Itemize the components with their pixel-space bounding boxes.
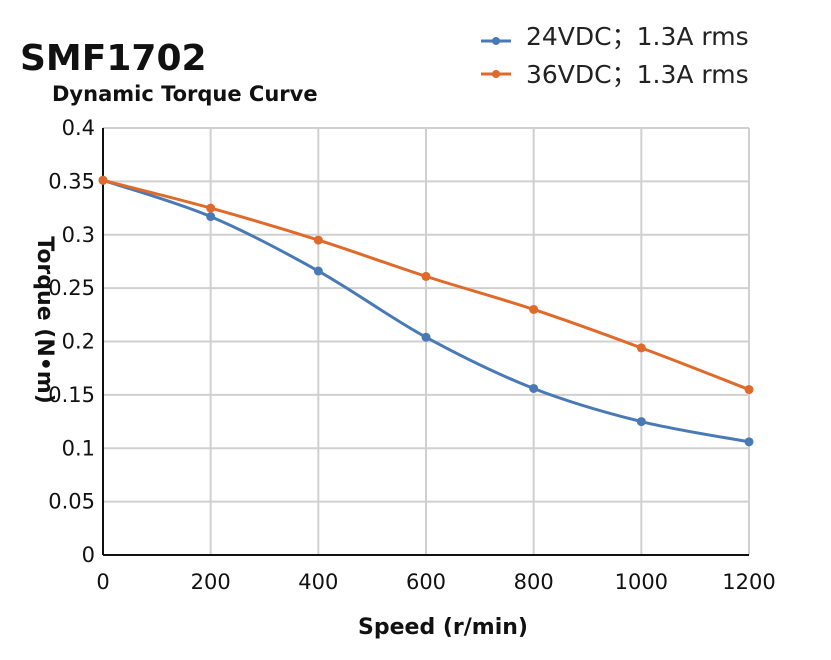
x-tick-label: 0 xyxy=(96,570,109,594)
x-axis-label: Speed (r/min) xyxy=(358,615,528,640)
data-point xyxy=(529,304,539,314)
y-tick-label: 0.25 xyxy=(48,276,95,300)
y-tick-label: 0 xyxy=(82,543,95,567)
x-tick-label: 800 xyxy=(514,570,554,594)
tick-labels: 0 0.05 0.1 0.15 0.2 0.25 0.3 0.35 0.4 0 200 400 600 8… xyxy=(48,116,775,594)
data-point xyxy=(636,343,646,353)
y-tick-label: 0.15 xyxy=(48,383,95,407)
data-point xyxy=(636,417,646,427)
legend: 24VDC；1.3A rms 36VDC；1.3A rms xyxy=(481,22,749,89)
y-axis-label: Torque (N•m) xyxy=(32,236,57,404)
legend-label-36vdc: 36VDC；1.3A rms xyxy=(526,60,749,89)
x-tick-label: 1200 xyxy=(722,570,775,594)
y-tick-label: 0.35 xyxy=(48,169,95,193)
data-point xyxy=(529,383,539,393)
x-tick-label: 600 xyxy=(406,570,446,594)
y-tick-label: 0.1 xyxy=(62,436,95,460)
legend-label-24vdc: 24VDC；1.3A rms xyxy=(526,22,749,51)
y-tick-label: 0.3 xyxy=(62,223,95,247)
y-tick-label: 0.4 xyxy=(62,116,95,140)
chart-subtitle: Dynamic Torque Curve xyxy=(52,82,318,106)
data-point xyxy=(313,235,323,245)
data-point xyxy=(421,332,431,342)
legend-marker-36vdc xyxy=(492,70,500,78)
x-tick-label: 200 xyxy=(191,570,231,594)
legend-marker-24vdc xyxy=(492,37,500,45)
chart-title: SMF1702 xyxy=(20,38,207,79)
x-tick-label: 1000 xyxy=(615,570,668,594)
series-group xyxy=(98,175,754,447)
data-point xyxy=(98,175,108,185)
data-point xyxy=(206,212,216,222)
x-tick-label: 400 xyxy=(298,570,338,594)
data-point xyxy=(744,385,754,395)
data-point xyxy=(421,271,431,281)
data-point xyxy=(313,266,323,276)
y-tick-label: 0.05 xyxy=(48,490,95,514)
data-point xyxy=(744,437,754,447)
y-tick-label: 0.2 xyxy=(62,330,95,354)
data-point xyxy=(206,203,216,213)
